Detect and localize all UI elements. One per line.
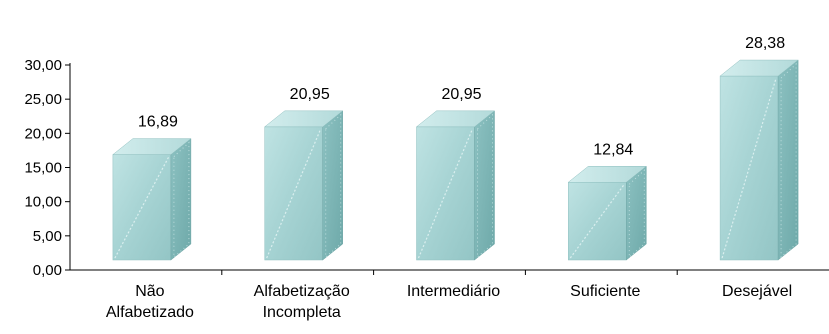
x-tick-label: Suficiente bbox=[570, 283, 640, 300]
x-tick-label-line: Alfabetização bbox=[254, 283, 350, 300]
y-tick-label: 10,00 bbox=[24, 194, 62, 211]
data-label: 16,89 bbox=[138, 114, 178, 131]
x-tick-label-line: Incompleta bbox=[263, 304, 341, 321]
bar-top-face bbox=[719, 59, 799, 77]
bar-side-texture bbox=[477, 113, 493, 259]
bar-top-face bbox=[112, 138, 192, 155]
x-tick-label: Intermediário bbox=[407, 283, 500, 300]
bar-top-face bbox=[567, 166, 648, 183]
y-tick-label: 30,00 bbox=[24, 57, 62, 74]
bar-side-face bbox=[626, 165, 647, 261]
x-tick-label-line: Suficiente bbox=[570, 283, 640, 300]
x-tick-label: Alfabetização Incompleta bbox=[254, 283, 350, 321]
x-tick-label-line: Não bbox=[135, 283, 164, 300]
x-tick-label-line: Intermediário bbox=[407, 283, 500, 300]
bar-highlight bbox=[569, 183, 625, 259]
y-tick-label: 15,00 bbox=[24, 160, 62, 177]
y-tick-label: 0,00 bbox=[33, 262, 62, 279]
bar bbox=[719, 59, 799, 261]
y-tick-label: 5,00 bbox=[33, 228, 62, 245]
bar-top-face bbox=[263, 110, 344, 128]
bar bbox=[263, 110, 344, 261]
data-label: 20,95 bbox=[441, 86, 481, 103]
data-label: 12,84 bbox=[593, 141, 633, 158]
bar-side-texture bbox=[780, 62, 797, 259]
bar-side-face bbox=[777, 59, 799, 261]
bar-highlight bbox=[417, 128, 474, 259]
bar-highlight bbox=[721, 77, 777, 259]
bar-highlight bbox=[266, 128, 322, 259]
x-tick-label: Desejável bbox=[722, 283, 792, 300]
bar-top-face bbox=[415, 110, 496, 128]
y-tick-label: 25,00 bbox=[24, 91, 62, 108]
bar bbox=[112, 138, 192, 261]
bar bbox=[415, 110, 496, 261]
bar-side-texture bbox=[325, 113, 342, 259]
x-tick-label: Não Alfabetizado bbox=[106, 283, 194, 321]
data-label: 20,95 bbox=[290, 86, 330, 103]
bar bbox=[567, 165, 648, 261]
bar-highlight bbox=[114, 156, 170, 259]
x-tick-label-line: Alfabetizado bbox=[106, 304, 194, 321]
data-label: 28,38 bbox=[745, 35, 785, 52]
y-tick-label: 20,00 bbox=[24, 125, 62, 142]
x-tick-label-line: Desejável bbox=[722, 283, 792, 300]
